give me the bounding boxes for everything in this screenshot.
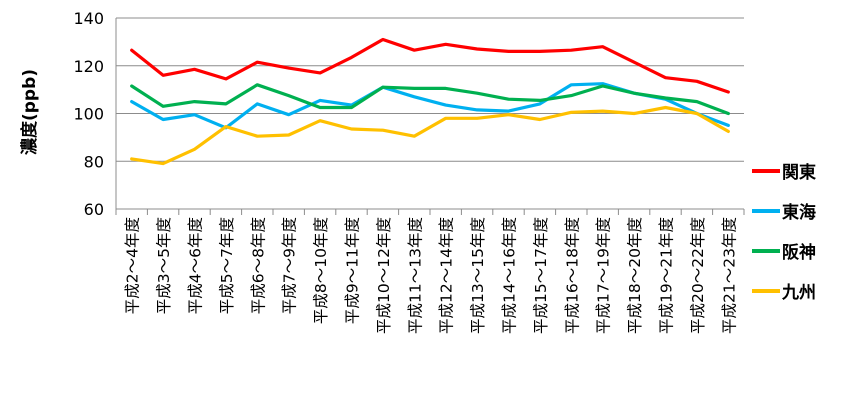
y-tick-label: 140 — [73, 9, 104, 28]
legend-label: 関東 — [782, 162, 816, 183]
x-tick-label: 平成16～18年度 — [563, 217, 581, 334]
x-tick-label: 平成20～22年度 — [689, 217, 707, 334]
x-tick-label: 平成19～21年度 — [658, 217, 676, 334]
x-tick-label: 平成15～17年度 — [532, 217, 550, 334]
x-tick-label: 平成10～12年度 — [375, 217, 393, 334]
x-tick-label: 平成3～5年度 — [155, 217, 173, 314]
axes — [115, 18, 745, 215]
y-tick-label: 120 — [73, 57, 104, 76]
legend-label: 東海 — [782, 202, 816, 223]
x-tick-label: 平成5～7年度 — [218, 217, 236, 314]
x-tick-label: 平成12～14年度 — [438, 217, 456, 334]
y-tick-label: 60 — [84, 200, 104, 219]
x-tick-label: 平成17～19年度 — [595, 217, 613, 334]
series-line-2 — [130, 82, 730, 130]
x-tick-label: 平成7～9年度 — [281, 217, 299, 314]
legend-label: 阪神 — [782, 242, 816, 263]
y-tick-label: 80 — [84, 152, 104, 171]
legend-label: 九州 — [781, 283, 816, 303]
x-tick-label: 平成21～23年度 — [720, 217, 738, 334]
y-tick-label: 100 — [73, 105, 104, 124]
x-tick-labels: 平成2～4年度 平成3～5年度 平成4～6年度 平成5～7年度 平成6～8年度 平成7～9… — [124, 217, 739, 334]
x-tick-label: 平成14～16年度 — [501, 217, 519, 334]
y-tick-labels: 60 80 100 120 140 — [73, 9, 104, 219]
x-tick-label: 平成6～8年度 — [249, 217, 267, 314]
y-axis-label: 濃度(ppb) — [19, 69, 40, 155]
x-tick-label: 平成13～15年度 — [469, 217, 487, 334]
x-tick-label: 平成18～20年度 — [626, 217, 644, 334]
x-tick-label: 平成4～6年度 — [187, 217, 205, 314]
x-tick-label: 平成2～4年度 — [124, 217, 142, 314]
x-tick-label: 平成8～10年度 — [312, 217, 330, 324]
series-line-4 — [130, 105, 730, 166]
x-tick-label: 平成11～13年度 — [406, 217, 424, 334]
series-line-3 — [130, 83, 730, 116]
series-lines — [130, 37, 730, 166]
x-tick-label: 平成9～11年度 — [344, 217, 362, 324]
series-line-1 — [130, 37, 730, 94]
